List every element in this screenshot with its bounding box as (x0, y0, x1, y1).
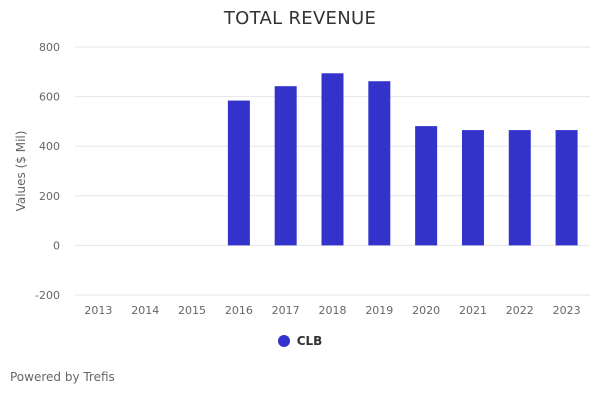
x-tick-label-2020: 2020 (412, 304, 440, 317)
x-tick-label-2015: 2015 (178, 304, 206, 317)
x-tick-label-2014: 2014 (131, 304, 159, 317)
x-tick-label-2017: 2017 (272, 304, 300, 317)
y-tick-label: -200 (35, 289, 60, 302)
x-tick-label-2016: 2016 (225, 304, 253, 317)
bar-2021[interactable] (461, 130, 484, 246)
y-axis-ticks: -200 0 200 400 600 800 (35, 41, 60, 302)
x-tick-label-2019: 2019 (365, 304, 393, 317)
y-tick-label: 0 (53, 239, 60, 252)
bar-2023[interactable] (555, 130, 578, 246)
x-tick-label-2013: 2013 (84, 304, 112, 317)
chart-title: TOTAL REVENUE (223, 8, 377, 29)
bar-2019[interactable] (368, 81, 391, 246)
bar-2016[interactable] (227, 100, 250, 246)
legend-marker-icon (277, 335, 290, 347)
legend-item-clb[interactable]: CLB (277, 334, 323, 348)
x-tick-label-2023: 2023 (553, 304, 581, 317)
powered-by-credit[interactable]: Powered by Trefis (10, 370, 115, 384)
legend-label: CLB (296, 334, 323, 348)
x-tick-label-2022: 2022 (506, 304, 534, 317)
y-axis-title: Values ($ Mil) (14, 131, 28, 212)
bar-2018[interactable] (321, 73, 344, 246)
bar-2022[interactable] (508, 130, 531, 246)
y-tick-label: 400 (39, 140, 60, 153)
x-axis-ticks: 2013 2014 2015 2016 2017 2018 2019 2020 2021 2022… (84, 304, 580, 317)
legend: CLB (0, 334, 600, 348)
bar-2020[interactable] (415, 126, 438, 246)
y-tick-label: 800 (39, 41, 60, 54)
x-tick-label-2021: 2021 (459, 304, 487, 317)
y-tick-label: 600 (39, 91, 60, 104)
bar-2017[interactable] (274, 86, 297, 246)
bar-series (227, 73, 578, 246)
y-tick-label: 200 (39, 190, 60, 203)
x-tick-label-2018: 2018 (319, 304, 347, 317)
